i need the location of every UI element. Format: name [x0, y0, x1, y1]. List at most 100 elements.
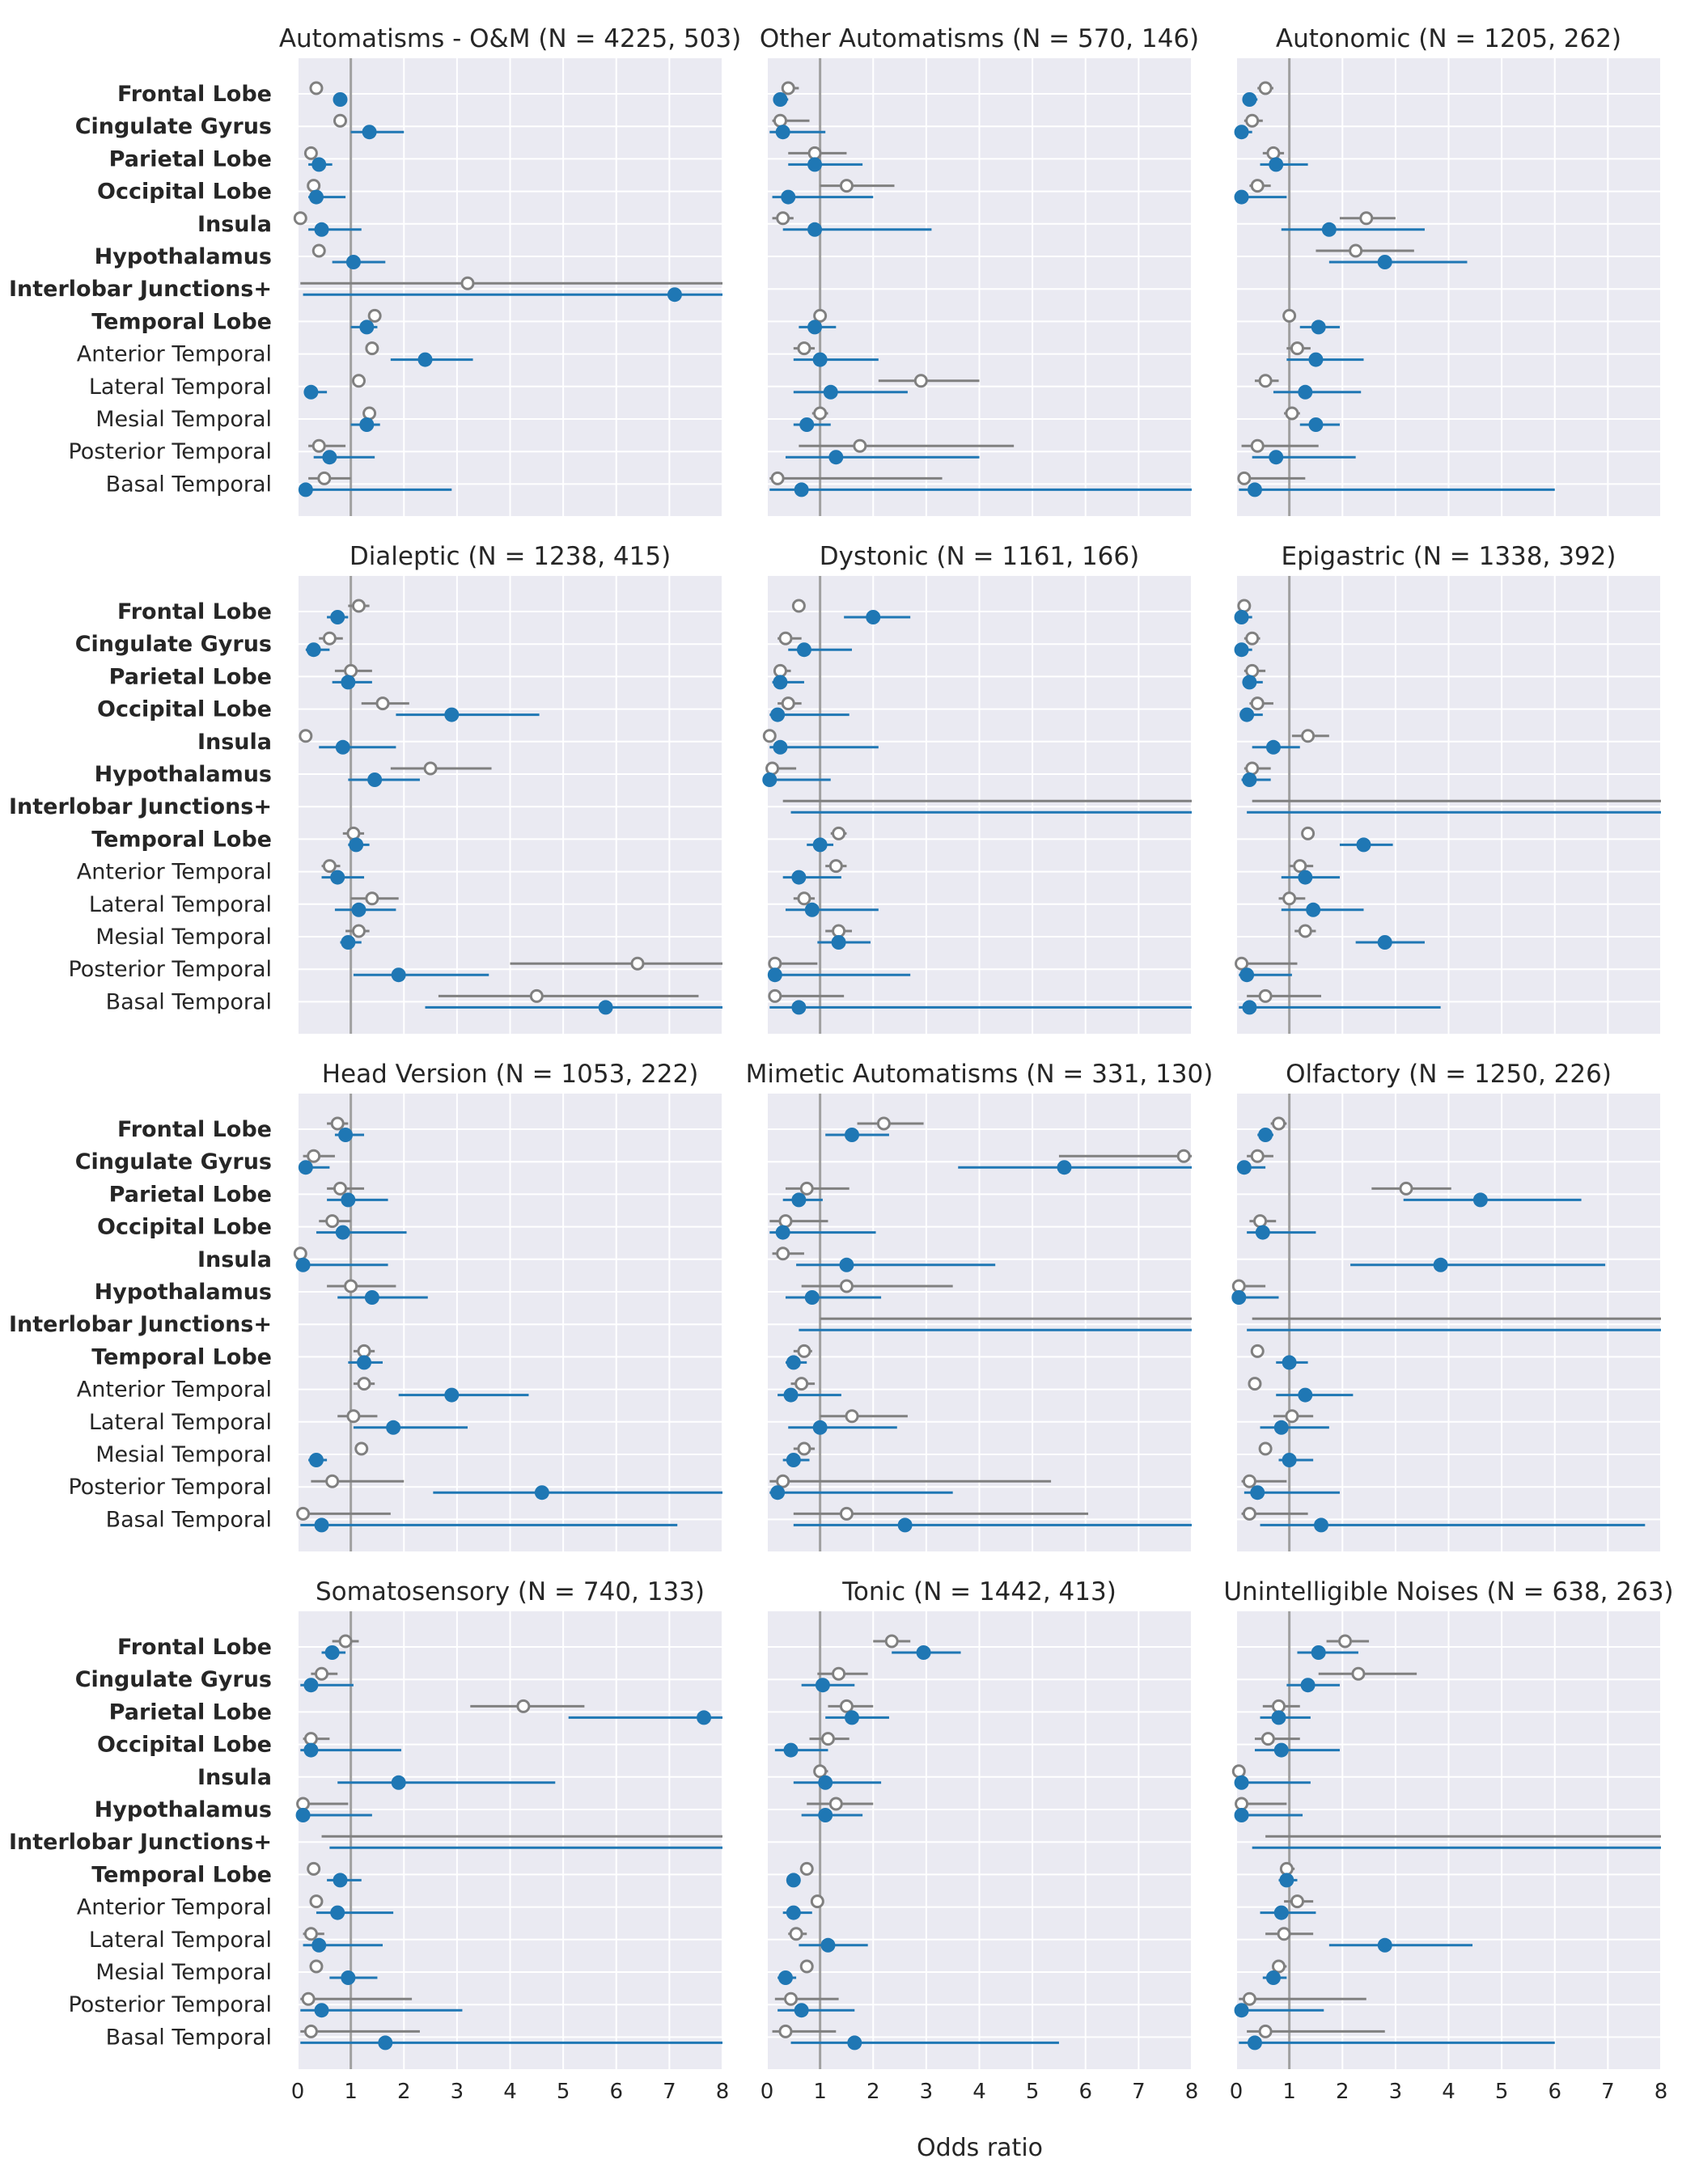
- open-point: [1399, 1181, 1413, 1196]
- filled-point: [303, 1742, 319, 1758]
- x-tick-label: 8: [1655, 2080, 1668, 2104]
- open-point: [423, 761, 438, 776]
- row-label-occipital-lobe: Occipital Lobe: [97, 697, 272, 722]
- open-point: [1260, 1732, 1275, 1746]
- filled-point: [820, 1937, 836, 1953]
- open-point: [773, 113, 787, 128]
- open-point: [303, 2024, 318, 2038]
- row-label-hypothalamus: Hypothalamus: [95, 1280, 272, 1305]
- filled-point: [1250, 1485, 1265, 1500]
- open-point: [794, 1377, 809, 1391]
- filled-point: [362, 125, 377, 140]
- open-point: [839, 179, 854, 193]
- filled-point: [341, 935, 356, 950]
- x-tick-label: 0: [1230, 2080, 1244, 2104]
- open-point: [1282, 308, 1297, 323]
- filled-point: [444, 1387, 460, 1403]
- filled-point: [359, 417, 375, 432]
- filled-point: [341, 1192, 356, 1208]
- row-label-mesial-temporal: Mesial Temporal: [95, 1960, 272, 1985]
- filled-point: [417, 352, 433, 367]
- open-point: [1231, 1279, 1246, 1293]
- x-tick-label: 4: [972, 2080, 986, 2104]
- open-point: [813, 1764, 828, 1779]
- filled-point: [786, 1355, 801, 1370]
- filled-point: [1282, 1453, 1297, 1467]
- open-point: [781, 81, 795, 95]
- open-point: [344, 663, 358, 678]
- row-label-posterior-temporal: Posterior Temporal: [68, 957, 272, 982]
- x-tick-label: 5: [557, 2080, 570, 2104]
- filled-point: [831, 935, 846, 950]
- open-point: [1258, 374, 1273, 388]
- filled-point: [341, 1970, 356, 1985]
- open-point: [325, 1214, 340, 1229]
- open-point: [357, 1377, 371, 1391]
- filled-point: [1298, 384, 1313, 400]
- filled-point: [786, 1453, 801, 1467]
- x-tick-label: 0: [761, 2080, 774, 2104]
- row-label-insula: Insula: [197, 212, 272, 237]
- filled-point: [1298, 870, 1313, 885]
- panel-epigastric: Epigastric (N = 1338, 392): [1234, 542, 1662, 1034]
- filled-point: [349, 837, 364, 853]
- open-point: [845, 1409, 859, 1424]
- open-point: [1279, 1861, 1294, 1876]
- filled-point: [1247, 482, 1262, 497]
- filled-point: [796, 642, 811, 658]
- open-point: [781, 696, 795, 711]
- x-tick-label: 1: [813, 2080, 827, 2104]
- open-point: [1285, 406, 1299, 421]
- panel-title: Automatisms - O&M (N = 4225, 503): [279, 24, 741, 53]
- open-point: [1290, 1894, 1304, 1909]
- filled-point: [1234, 1775, 1249, 1790]
- open-point: [1285, 1409, 1299, 1424]
- open-point: [299, 729, 313, 743]
- open-point: [1176, 1149, 1191, 1163]
- open-point: [1338, 1634, 1353, 1649]
- filled-point: [359, 320, 375, 335]
- filled-point: [333, 1873, 348, 1888]
- row-label-frontal-lobe: Frontal Lobe: [117, 1635, 272, 1660]
- row-label-basal-temporal: Basal Temporal: [106, 2025, 272, 2050]
- open-point: [346, 1409, 361, 1424]
- panel-title: Tonic (N = 1442, 413): [841, 1577, 1116, 1606]
- open-point: [1301, 729, 1316, 743]
- open-point: [1237, 599, 1252, 613]
- panel-title: Autonomic (N = 1205, 262): [1276, 24, 1621, 53]
- filled-point: [897, 1517, 913, 1533]
- filled-point: [1273, 1742, 1289, 1758]
- filled-point: [1273, 1905, 1289, 1920]
- panels: Automatisms - O&M (N = 4225, 503) Frontal…: [9, 24, 1674, 2104]
- open-point: [303, 1927, 318, 1941]
- open-point: [1258, 1441, 1273, 1456]
- row-label-frontal-lobe: Frontal Lobe: [117, 1117, 272, 1142]
- open-point: [773, 663, 787, 678]
- open-point: [1250, 179, 1265, 193]
- filled-point: [791, 1192, 807, 1208]
- open-point: [309, 81, 324, 95]
- filled-point: [1242, 92, 1257, 107]
- row-label-parietal-lobe: Parietal Lobe: [109, 664, 272, 689]
- panel-title: Mimetic Automatisms (N = 331, 130): [746, 1060, 1214, 1089]
- open-point: [1277, 1927, 1291, 1941]
- open-point: [1237, 471, 1252, 485]
- row-label-anterior-temporal: Anterior Temporal: [77, 342, 272, 367]
- open-point: [839, 1699, 854, 1713]
- panel-title: Olfactory (N = 1250, 226): [1286, 1060, 1612, 1089]
- filled-point: [1321, 222, 1337, 237]
- filled-point: [308, 189, 324, 205]
- row-label-interlobar-junctions: Interlobar Junctions+: [9, 1830, 272, 1855]
- open-point: [913, 374, 928, 388]
- filled-point: [791, 1000, 807, 1015]
- filled-point: [823, 384, 838, 400]
- open-point: [303, 146, 318, 160]
- filled-point: [1242, 675, 1257, 690]
- filled-point: [1234, 189, 1249, 205]
- row-label-posterior-temporal: Posterior Temporal: [68, 439, 272, 464]
- filled-point: [1356, 837, 1371, 853]
- filled-point: [1265, 1970, 1281, 1985]
- filled-point: [367, 772, 383, 787]
- filled-point: [330, 870, 345, 885]
